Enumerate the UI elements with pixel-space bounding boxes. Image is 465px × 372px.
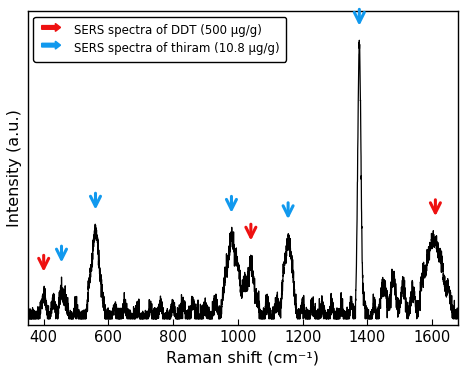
X-axis label: Raman shift (cm⁻¹): Raman shift (cm⁻¹) — [166, 350, 319, 365]
Y-axis label: Intensity (a.u.): Intensity (a.u.) — [7, 109, 22, 227]
Legend: SERS spectra of DDT (500 μg/g), SERS spectra of thiram (10.8 μg/g): SERS spectra of DDT (500 μg/g), SERS spe… — [33, 17, 286, 62]
